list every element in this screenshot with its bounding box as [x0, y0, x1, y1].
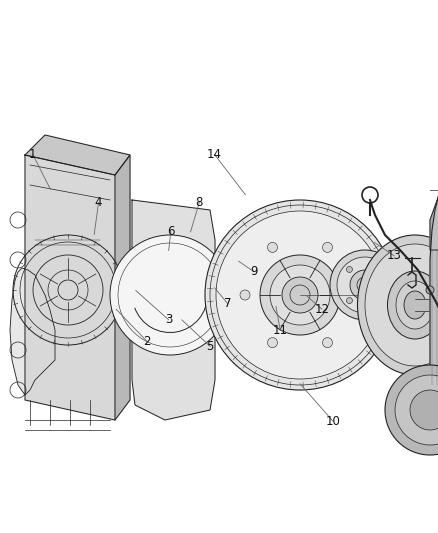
Circle shape: [270, 265, 330, 325]
Polygon shape: [430, 165, 438, 455]
Ellipse shape: [365, 244, 438, 366]
Circle shape: [346, 297, 353, 304]
Circle shape: [322, 337, 332, 348]
Circle shape: [110, 235, 230, 355]
Circle shape: [330, 250, 400, 320]
Circle shape: [378, 297, 384, 304]
Ellipse shape: [404, 291, 426, 319]
Circle shape: [268, 337, 278, 348]
Circle shape: [350, 290, 360, 300]
Text: 5: 5: [207, 340, 214, 353]
Circle shape: [205, 200, 395, 390]
Ellipse shape: [357, 235, 438, 375]
Circle shape: [282, 277, 318, 313]
Text: 13: 13: [387, 249, 402, 262]
Text: 8: 8: [196, 196, 203, 209]
Circle shape: [240, 290, 250, 300]
Polygon shape: [25, 155, 115, 420]
Text: 12: 12: [314, 303, 329, 316]
Circle shape: [426, 286, 434, 294]
Circle shape: [337, 257, 393, 313]
Circle shape: [322, 243, 332, 252]
Text: 10: 10: [325, 415, 340, 427]
Polygon shape: [10, 268, 55, 395]
Circle shape: [385, 365, 438, 455]
Polygon shape: [430, 168, 438, 250]
Text: 2: 2: [143, 335, 151, 348]
Circle shape: [346, 266, 353, 272]
Text: 11: 11: [273, 324, 288, 337]
Text: 4: 4: [95, 196, 102, 209]
Text: 6: 6: [167, 225, 175, 238]
Polygon shape: [115, 155, 130, 420]
Circle shape: [395, 375, 438, 445]
Text: 14: 14: [207, 148, 222, 161]
Ellipse shape: [388, 271, 438, 339]
Circle shape: [350, 270, 380, 300]
Text: 1: 1: [29, 148, 37, 161]
Text: 7: 7: [224, 297, 232, 310]
Text: 9: 9: [250, 265, 258, 278]
Circle shape: [260, 255, 340, 335]
Text: 3: 3: [165, 313, 172, 326]
Circle shape: [410, 390, 438, 430]
Circle shape: [378, 266, 384, 272]
Circle shape: [216, 211, 384, 379]
Polygon shape: [415, 299, 438, 311]
Polygon shape: [25, 135, 130, 175]
Polygon shape: [132, 200, 215, 420]
Circle shape: [268, 243, 278, 252]
Ellipse shape: [396, 281, 434, 329]
